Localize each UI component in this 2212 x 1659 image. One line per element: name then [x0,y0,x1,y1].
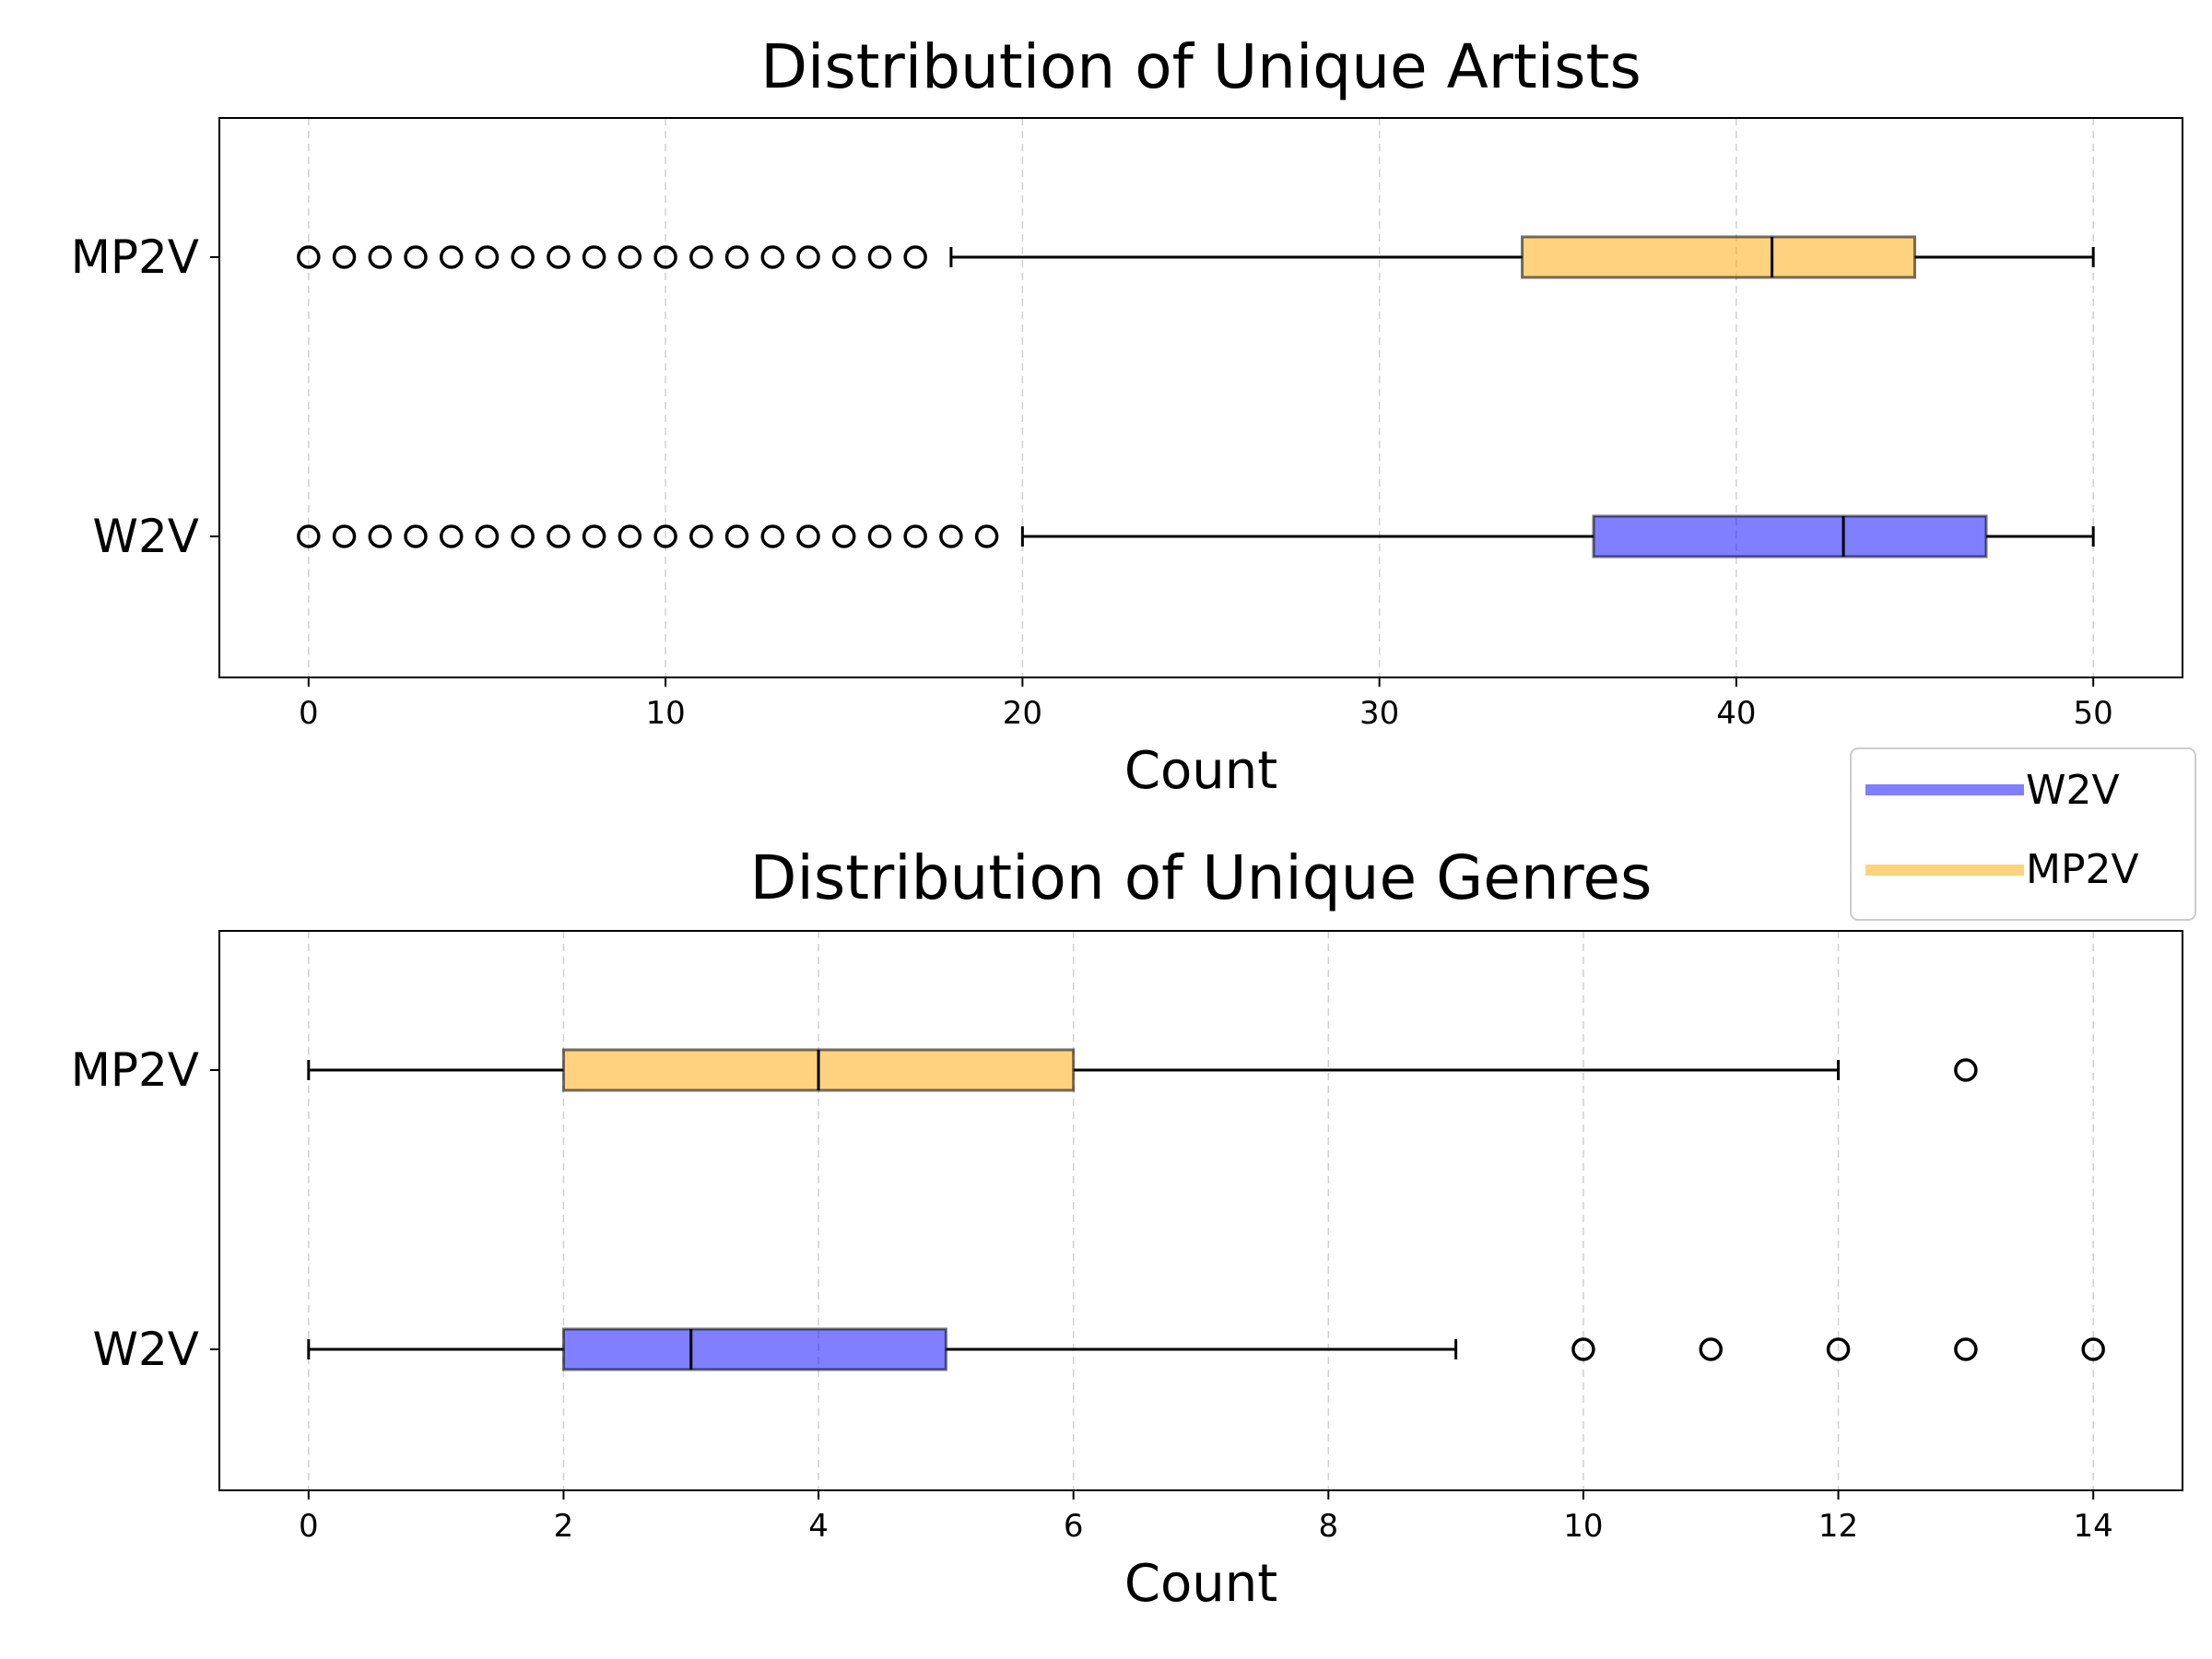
outlier-point [547,524,571,548]
axes-frame [218,117,2183,678]
x-axis-label: Count [1124,1554,1277,1614]
outlier-point [903,245,927,269]
x-tick-label: 10 [1563,1508,1603,1545]
x-tick-label: 0 [299,695,319,732]
outlier-point [653,524,677,548]
outlier-point [867,524,892,548]
x-tick-label: 6 [1064,1508,1084,1545]
x-tick-label: 4 [808,1508,829,1545]
outlier-point [724,524,749,548]
outlier-point [475,524,500,548]
outlier-point [582,245,606,269]
x-tick-label: 30 [1359,695,1399,732]
outlier-point [1954,1058,1978,1082]
axes-frame [218,930,2183,1491]
outlier-point [974,524,999,548]
outlier-point [582,524,606,548]
legend-label-w2v: W2V [2026,767,2120,814]
outlier-point [2081,1337,2105,1361]
outlier-point [297,524,321,548]
outlier-point [1699,1337,1723,1361]
box [561,1327,947,1371]
outlier-point [796,245,820,269]
outlier-point [404,524,428,548]
outlier-point [760,524,785,548]
genres-subplot: Distribution of Unique Genres 0 2 4 6 8 10 12 14… [71,842,2183,1614]
outlier-point [760,245,785,269]
x-tick-label: 20 [1003,695,1042,732]
x-tick-label: 0 [299,1508,319,1545]
x-tick-label: 14 [2074,1508,2113,1545]
x-axis-label: Count [1124,741,1277,801]
x-tick-label: 12 [1818,1508,1858,1545]
outlier-point [511,524,535,548]
x-tick-label: 2 [554,1508,574,1545]
outlier-point [939,524,963,548]
legend-label-mp2v: MP2V [2026,846,2139,893]
y-tick-label: MP2V [71,1043,199,1097]
outlier-point [724,245,749,269]
x-tick-label: 50 [2074,695,2113,732]
outlier-point [368,524,393,548]
outlier-point [796,524,820,548]
outlier-point [903,524,927,548]
outlier-point [831,245,856,269]
outlier-point [475,245,500,269]
outlier-point [1571,1337,1595,1361]
outlier-point [439,245,464,269]
outlier-point [511,245,535,269]
outlier-point [439,524,464,548]
y-tick-label: W2V [93,510,199,563]
boxplot-w2v [307,1327,2105,1371]
outlier-point [547,245,571,269]
x-tick-label: 40 [1716,695,1756,732]
boxplot-w2v [297,514,2095,559]
outlier-point [867,245,892,269]
outlier-point [689,524,713,548]
outlier-point [332,524,357,548]
y-tick-label: W2V [93,1323,199,1376]
outlier-point [297,245,321,269]
outlier-point [332,245,357,269]
outlier-point [653,245,677,269]
y-tick-label: MP2V [71,230,199,284]
x-tick-label: 10 [645,695,685,732]
boxplot-mp2v [297,235,2095,279]
outlier-point [404,245,428,269]
box [1521,235,1917,279]
x-tick-label: 8 [1318,1508,1338,1545]
boxplot-mp2v [307,1048,1978,1092]
outlier-point [689,245,713,269]
outlier-point [1826,1337,1851,1361]
box [1592,514,1988,559]
outlier-point [618,524,642,548]
chart-title: Distribution of Unique Artists [760,31,1641,102]
chart-title: Distribution of Unique Genres [750,842,1653,913]
outlier-point [368,245,393,269]
outlier-point [618,245,642,269]
legend: W2V MP2V [1850,747,2196,921]
legend-frame [1850,747,2196,921]
outlier-point [1954,1337,1978,1361]
outlier-point [831,524,856,548]
artists-subplot: Distribution of Unique Artists 0 10 20 30 40 5… [71,31,2183,801]
